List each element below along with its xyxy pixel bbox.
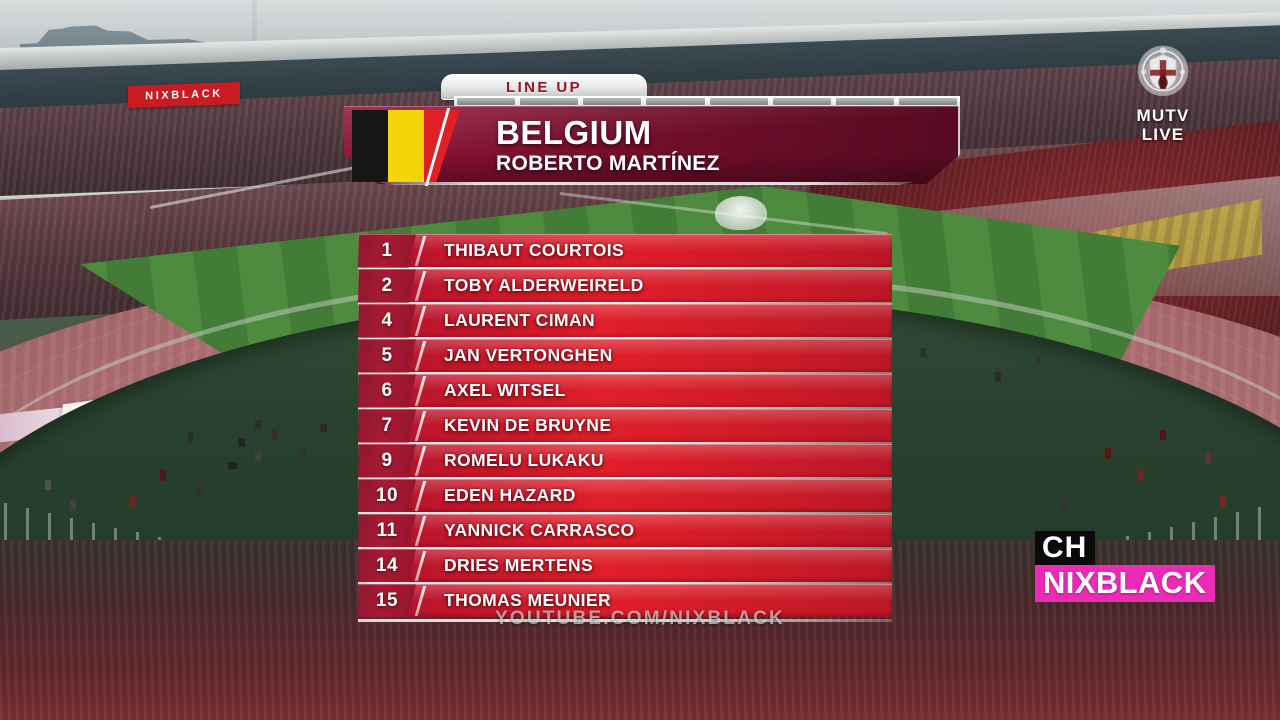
broadcaster-logo: MUTV LIVE	[1114, 44, 1212, 144]
row-divider	[358, 407, 892, 409]
channel-badge-top: CH	[1035, 531, 1096, 565]
team-title-bar: BELGIUM ROBERTO MARTÍNEZ	[344, 96, 960, 186]
player-number: 15	[375, 589, 399, 611]
row-slash-divider	[416, 374, 438, 408]
player-name: KEVIN DE BRUYNE	[444, 415, 612, 436]
player-number: 11	[376, 519, 398, 541]
row-slash-divider	[416, 339, 438, 373]
lineup-row[interactable]: 2 TOBY ALDERWEIRELD	[358, 267, 892, 303]
player-name: LAURENT CIMAN	[444, 310, 596, 331]
row-background	[358, 268, 892, 303]
player-name: THOMAS MEUNIER	[444, 590, 611, 611]
row-background	[358, 303, 892, 338]
player-number-cell: 15	[358, 583, 416, 618]
player-number: 2	[381, 274, 393, 296]
row-background	[358, 373, 892, 408]
lineup-row[interactable]: 14 DRIES MERTENS	[358, 547, 892, 583]
player-name: TOBY ALDERWEIRELD	[444, 275, 644, 296]
stadium-ad-banner: NIXBLACK	[128, 82, 240, 108]
player-number-cell: 9	[358, 443, 416, 478]
row-divider	[358, 582, 892, 584]
lineup-row[interactable]: 4 LAURENT CIMAN	[358, 302, 892, 338]
player-number: 5	[381, 344, 393, 366]
title-bar-right-edge	[918, 106, 960, 184]
row-background	[358, 443, 892, 478]
player-number: 4	[381, 309, 393, 331]
player-name: AXEL WITSEL	[444, 380, 566, 401]
channel-watermark: YOUTUBE.COM/NIXBLACK	[495, 608, 785, 629]
row-divider	[358, 267, 892, 269]
row-slash-divider	[416, 409, 438, 443]
goal-net	[715, 196, 767, 230]
team-name: BELGIUM	[496, 114, 652, 151]
row-background	[358, 548, 892, 583]
player-number-cell: 5	[358, 338, 416, 373]
player-number: 1	[381, 239, 393, 261]
player-name: ROMELU LUKAKU	[444, 450, 604, 471]
row-background	[358, 513, 892, 548]
lineup-row[interactable]: 11 YANNICK CARRASCO	[358, 512, 892, 548]
row-background	[358, 583, 892, 618]
row-divider	[358, 477, 892, 479]
row-background	[358, 338, 892, 373]
lineup-roster: 1 THIBAUT COURTOIS 2 TOBY ALDERWEIRELD 4 LAUR…	[358, 234, 892, 622]
player-number-cell: 14	[358, 548, 416, 583]
row-slash-divider	[416, 514, 438, 548]
title-top-strip	[454, 96, 960, 107]
player-number-cell: 6	[358, 373, 416, 408]
roster-bottom-edge	[358, 618, 892, 622]
player-number-cell: 10	[358, 478, 416, 513]
row-background	[358, 408, 892, 443]
player-number: 6	[381, 379, 393, 401]
player-number: 7	[381, 414, 393, 436]
player-number-cell: 1	[358, 234, 416, 268]
title-bar-bottom-edge	[377, 182, 915, 185]
lineup-row[interactable]: 10 EDEN HAZARD	[358, 477, 892, 513]
player-number: 9	[381, 449, 393, 471]
row-slash-divider	[416, 304, 438, 338]
player-number-cell: 4	[358, 303, 416, 338]
row-slash-divider	[416, 234, 438, 268]
floodlight-mast	[252, 0, 257, 70]
row-slash-divider	[416, 479, 438, 513]
player-number: 10	[375, 484, 399, 506]
row-divider	[358, 302, 892, 304]
lineup-row[interactable]: 6 AXEL WITSEL	[358, 372, 892, 408]
row-background	[358, 234, 892, 268]
broadcaster-name: MUTV	[1136, 106, 1190, 125]
row-divider	[358, 547, 892, 549]
row-slash-divider	[416, 549, 438, 583]
player-number-cell: 11	[358, 513, 416, 548]
player-number-cell: 7	[358, 408, 416, 443]
row-divider	[358, 512, 892, 514]
row-divider	[358, 337, 892, 339]
player-number-cell: 2	[358, 268, 416, 303]
channel-badge-bottom: NIXBLACK	[1035, 565, 1216, 602]
channel-badge: CH NIXBLACK	[1035, 531, 1216, 602]
player-name: JAN VERTONGHEN	[444, 345, 613, 366]
player-name: YANNICK CARRASCO	[444, 520, 635, 541]
player-number: 14	[375, 554, 399, 576]
lineup-row[interactable]: 7 KEVIN DE BRUYNE	[358, 407, 892, 443]
player-name: THIBAUT COURTOIS	[444, 240, 625, 261]
row-divider	[358, 442, 892, 444]
lineup-tab-label: LINE UP	[506, 78, 582, 96]
player-name: DRIES MERTENS	[444, 555, 594, 576]
lineup-tab[interactable]: LINE UP	[441, 74, 647, 100]
lineup-row[interactable]: 1 THIBAUT COURTOIS	[358, 234, 892, 268]
row-divider	[358, 372, 892, 374]
lineup-row[interactable]: 9 ROMELU LUKAKU	[358, 442, 892, 478]
row-slash-divider	[416, 269, 438, 303]
live-indicator: LIVE	[1141, 125, 1185, 144]
row-background	[358, 478, 892, 513]
player-name: EDEN HAZARD	[444, 485, 576, 506]
lineup-row[interactable]: 5 JAN VERTONGHEN	[358, 337, 892, 373]
coach-name: ROBERTO MARTÍNEZ	[496, 152, 720, 175]
manchester-united-crest-icon	[1137, 45, 1189, 97]
row-slash-divider	[416, 584, 438, 618]
row-slash-divider	[416, 444, 438, 478]
